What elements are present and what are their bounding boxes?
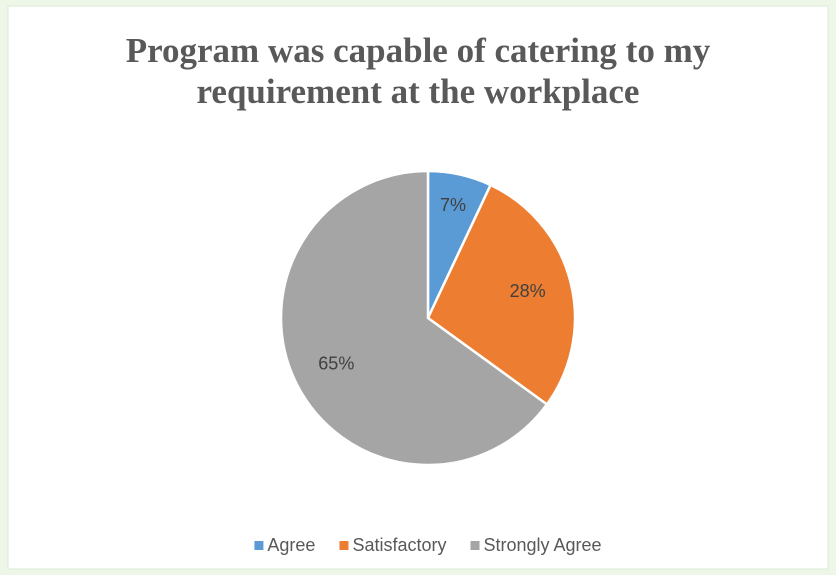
pie	[279, 169, 577, 467]
pie-slice	[279, 169, 549, 467]
pie-slice	[426, 183, 577, 407]
legend: Agree Satisfactory Strongly Agree	[254, 535, 602, 555]
data-label: 7%	[440, 195, 466, 215]
legend-swatch	[470, 541, 480, 550]
legend-label: Agree	[267, 535, 315, 555]
legend-swatch	[254, 541, 264, 550]
chart-title: Program was capable of catering to my re…	[125, 31, 711, 111]
legend-swatch	[339, 541, 349, 550]
data-label: 28%	[510, 281, 546, 301]
data-labels: 7% 28% 65%	[318, 195, 545, 374]
data-label: 65%	[318, 353, 354, 373]
legend-label: Satisfactory	[352, 535, 446, 555]
legend-label: Strongly Agree	[484, 535, 602, 555]
